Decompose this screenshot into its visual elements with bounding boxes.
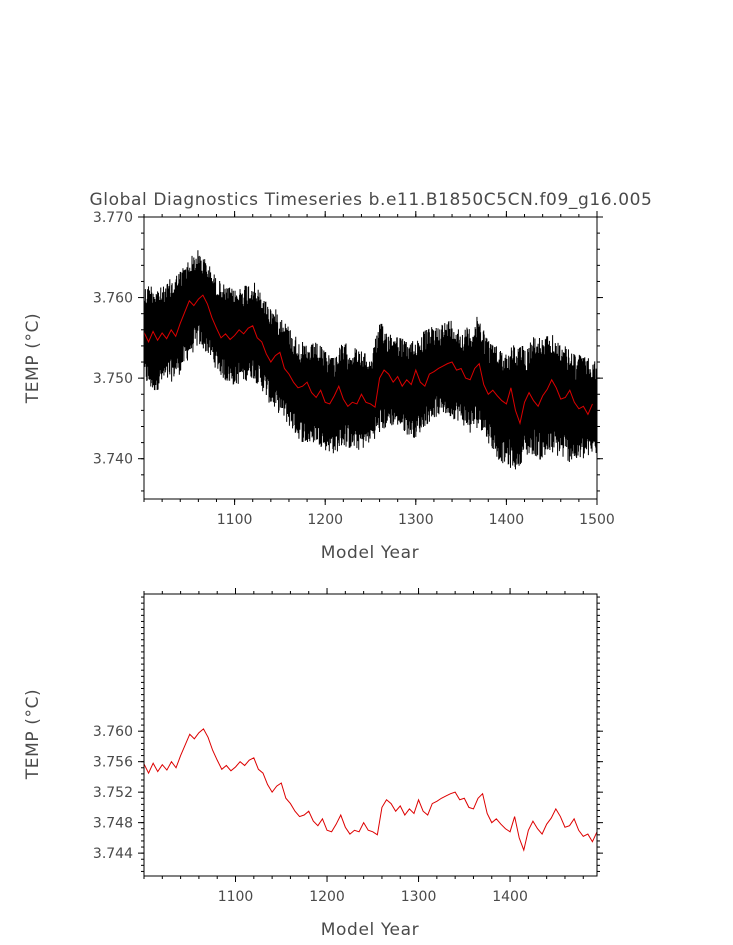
x-tick-label: 1100 <box>218 889 254 905</box>
x-tick-label: 1200 <box>307 512 343 528</box>
y-tick-label: 3.760 <box>93 291 133 307</box>
top-chart: Global Diagnostics Timeseries b.e11.B185… <box>23 190 652 563</box>
y-axis-ticks: 3.740 3.750 3.760 3.770 <box>93 210 603 492</box>
bottom-chart: 3.744 3.748 3.752 3.756 3.760 1100 1200 1300 14… <box>23 588 603 940</box>
x-tick-label: 1300 <box>398 512 434 528</box>
x-tick-label: 1100 <box>217 512 253 528</box>
y-tick-label: 3.756 <box>93 755 133 771</box>
plot-frame <box>143 216 598 500</box>
y-tick-label: 3.752 <box>93 785 133 801</box>
x-axis-ticks: 1100 1200 1300 1400 1500 <box>143 211 615 528</box>
x-tick-label: 1400 <box>492 889 528 905</box>
y-tick-label: 3.750 <box>93 371 133 387</box>
y-axis-label: TEMP (°C) <box>23 689 43 780</box>
x-axis-label: Model Year <box>321 543 419 563</box>
monthly-line <box>143 250 598 470</box>
monthly-series <box>143 250 598 470</box>
x-tick-label: 1400 <box>489 512 525 528</box>
y-tick-label: 3.744 <box>93 846 133 862</box>
plot-frame <box>143 593 598 877</box>
y-tick-label: 3.740 <box>93 452 133 468</box>
x-tick-label: 1500 <box>579 512 615 528</box>
y-axis-label: TEMP (°C) <box>23 313 43 404</box>
running-mean-line <box>143 294 593 426</box>
y-tick-label: 3.760 <box>93 724 133 740</box>
y-tick-label: 3.748 <box>93 816 133 832</box>
y-tick-label: 3.770 <box>93 210 133 226</box>
x-tick-label: 1300 <box>401 889 437 905</box>
running-mean-line <box>143 728 598 852</box>
x-axis-label: Model Year <box>321 920 419 940</box>
chart-title: Global Diagnostics Timeseries b.e11.B185… <box>90 190 653 210</box>
x-tick-label: 1200 <box>309 889 345 905</box>
x-axis-ticks: 1100 1200 1300 1400 <box>143 588 584 905</box>
